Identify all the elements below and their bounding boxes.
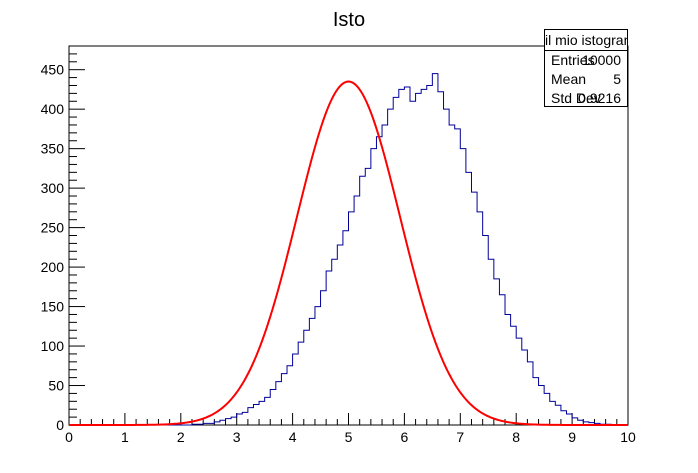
x-tick-label: 7: [456, 429, 464, 445]
fit-curve-layer: [69, 80, 628, 426]
x-tick-label: 2: [177, 429, 185, 445]
y-tick-label: 250: [41, 220, 65, 236]
chart-title: Isto: [333, 9, 365, 31]
histogram-outline: [69, 73, 628, 426]
x-tick-label: 3: [233, 429, 241, 445]
y-tick-label: 300: [41, 180, 65, 196]
x-tick-label: 0: [65, 429, 73, 445]
y-tick-label: 50: [48, 378, 64, 394]
stats-box: il mio istogramma Entries 10000 Mean 5 S…: [544, 29, 628, 107]
stats-title: il mio istogramma: [545, 30, 627, 51]
stats-label: Std Dev: [551, 90, 601, 106]
stats-row-mean: Mean 5: [545, 70, 627, 89]
stats-label: Mean: [551, 71, 587, 87]
stats-value: 10000: [582, 52, 621, 68]
stats-value: 0.9216: [578, 90, 621, 106]
x-tick-label: 5: [345, 429, 353, 445]
y-tick-label: 450: [41, 62, 65, 78]
y-tick-label: 100: [41, 338, 65, 354]
y-tick-label: 150: [41, 299, 65, 315]
y-tick-label: 0: [56, 417, 64, 433]
x-tick-label: 6: [401, 429, 409, 445]
x-tick-label: 4: [289, 429, 297, 445]
stats-row-stddev: Std Dev 0.9216: [545, 89, 627, 108]
stats-value: 5: [613, 71, 621, 87]
gaussian-fit-curve: [69, 80, 628, 426]
x-tick-label: 9: [568, 429, 576, 445]
y-tick-label: 350: [41, 141, 65, 157]
histogram-layer: [69, 73, 628, 426]
x-tick-label: 1: [121, 429, 129, 445]
y-tick-label: 200: [41, 259, 65, 275]
stats-label: Entries: [551, 52, 595, 68]
x-tick-label: 10: [620, 429, 636, 445]
x-tick-label: 8: [512, 429, 520, 445]
y-tick-label: 400: [41, 101, 65, 117]
stats-row-entries: Entries 10000: [545, 51, 627, 70]
